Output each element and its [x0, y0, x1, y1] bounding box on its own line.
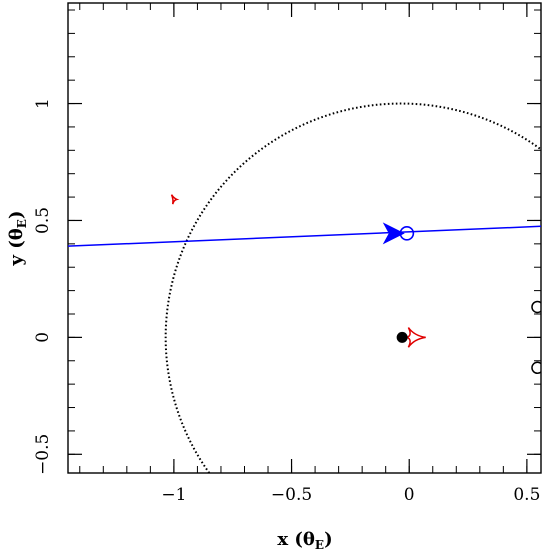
y-axis-label: y (θE): [6, 211, 29, 267]
y-tick-label: 1: [33, 98, 53, 109]
plot-frame: [67, 2, 542, 474]
y-tick-label: −0.5: [33, 434, 53, 475]
x-tick-label: −0.5: [271, 485, 312, 505]
direction-arrow: [382, 222, 405, 245]
plot-marks: [68, 102, 541, 473]
axis-ticks: [68, 3, 541, 473]
clipped-marks: [68, 102, 541, 473]
y-tick-label: 0.5: [33, 207, 53, 234]
lens-secondary-marker: [531, 361, 541, 375]
source-trajectory: [68, 225, 541, 247]
x-tick-label: 0.5: [513, 485, 540, 505]
tick-labels: −1 −0.5 0 0.5 −0.5 0 0.5 1: [33, 98, 540, 505]
x-tick-label: 0: [404, 485, 415, 505]
caustic-curve: [404, 327, 426, 348]
lens-primary-marker: [396, 331, 408, 343]
x-tick-label: −1: [161, 485, 186, 505]
x-axis-label: x (θE): [277, 529, 332, 552]
plot-frame-rect: [67, 2, 542, 474]
y-tick-label: 0: [33, 332, 53, 343]
einstein-ring: [164, 102, 541, 473]
source-position-marker: [399, 226, 415, 241]
caustic-curve: [170, 194, 180, 205]
lens-secondary-marker: [531, 300, 541, 314]
